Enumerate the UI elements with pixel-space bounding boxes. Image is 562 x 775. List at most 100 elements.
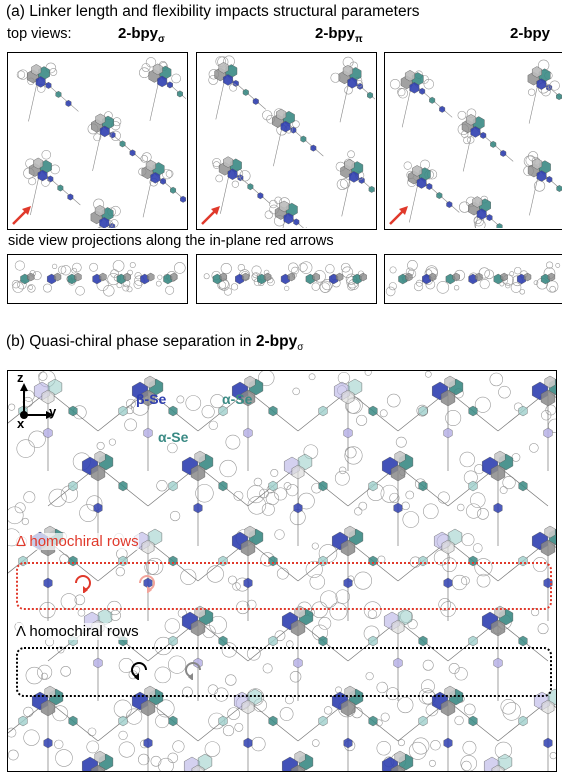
ligand-ring	[309, 574, 325, 590]
linker-ring	[310, 144, 317, 152]
ligand-ring	[438, 598, 452, 611]
metal-cluster	[90, 764, 106, 771]
ligand-ring	[11, 280, 21, 289]
linker-ring	[436, 192, 443, 199]
ligand-ring	[467, 136, 475, 144]
ligand-ring	[462, 740, 477, 755]
ligand-ring	[225, 434, 241, 450]
ligand-ring	[549, 751, 556, 760]
ligand-ring	[356, 414, 368, 426]
linker-ring	[468, 405, 478, 417]
ligand-ring	[43, 283, 52, 293]
ligand-ring	[457, 503, 465, 512]
linker-ring	[268, 715, 278, 727]
ligand-ring	[274, 196, 282, 205]
linker-ring	[257, 192, 264, 200]
ligand-ring	[489, 372, 504, 387]
metal-cluster	[283, 212, 294, 225]
panel-name-sigma: 2-bpyσ	[118, 25, 165, 45]
top-view-plain	[384, 52, 562, 230]
metal-cluster	[90, 464, 106, 482]
metal-cluster	[347, 77, 358, 89]
ligand-ring	[8, 506, 24, 525]
linker-ring	[68, 405, 78, 417]
ligand-ring	[259, 488, 269, 499]
side-view-sigma	[7, 254, 188, 304]
linker-ring	[443, 427, 453, 439]
ligand-ring	[298, 492, 315, 510]
top-views-label: top views:	[7, 26, 72, 42]
metal-cluster	[147, 528, 163, 546]
side-cluster	[359, 272, 367, 282]
ligand-ring	[41, 149, 52, 160]
metal-cluster	[94, 750, 106, 764]
ligand-ring	[264, 210, 274, 219]
ligand-ring	[416, 404, 429, 417]
linker-ring	[367, 91, 374, 99]
linker-ring	[518, 405, 528, 417]
ligand-ring	[110, 130, 121, 141]
metal-cluster	[218, 62, 229, 74]
red-arrow-icon	[201, 206, 220, 225]
linker-ring	[518, 635, 528, 647]
alpha-se-label-2: α-Se	[158, 429, 189, 445]
metal-cluster	[244, 525, 256, 539]
ligand-ring	[474, 219, 486, 228]
ligand-ring	[167, 752, 179, 764]
ligand-ring	[466, 503, 482, 519]
ligand-ring	[118, 730, 128, 741]
ligand-ring	[339, 178, 351, 189]
ligand-ring	[112, 260, 125, 272]
ligand-ring	[96, 441, 105, 450]
ligand-ring	[311, 542, 319, 550]
ligand-ring	[8, 749, 19, 761]
ligand-ring	[165, 169, 174, 178]
ligand-ring	[502, 702, 521, 721]
ligand-ring	[548, 418, 556, 433]
ligand-ring	[454, 715, 464, 726]
ligand-ring	[289, 670, 302, 683]
linker-ring	[368, 185, 375, 193]
metal-cluster	[541, 699, 555, 715]
linker-ring	[218, 405, 228, 417]
linker-ring	[468, 715, 478, 727]
ligand-ring	[21, 517, 29, 526]
panel-name-plain: 2-bpy	[510, 25, 550, 42]
ligand-ring	[144, 560, 159, 575]
ligand-ring	[232, 582, 241, 591]
metal-cluster	[197, 753, 213, 771]
ligand-ring	[23, 491, 36, 504]
metal-cluster	[416, 177, 427, 189]
ligand-ring	[395, 436, 407, 448]
metal-cluster	[40, 699, 56, 717]
ligand-ring	[347, 150, 355, 159]
metal-cluster	[544, 525, 556, 539]
rotation-lambda-icon	[131, 662, 147, 680]
linker-ring	[43, 737, 53, 749]
ligand-ring	[533, 280, 539, 286]
metal-cluster	[397, 608, 413, 626]
metal-cluster	[280, 120, 291, 133]
ligand-ring	[436, 281, 450, 294]
metal-cluster	[390, 764, 406, 771]
metal-cluster	[241, 699, 255, 715]
linker-ring	[43, 427, 53, 439]
ligand-ring	[220, 262, 232, 275]
ligand-ring	[154, 636, 173, 656]
ligand-ring	[533, 180, 546, 192]
metal-cluster	[490, 619, 506, 637]
ligand-ring	[208, 75, 219, 85]
ligand-ring	[344, 446, 357, 459]
ligand-ring	[71, 267, 78, 274]
metal-cluster	[491, 764, 505, 771]
linker-ring	[168, 480, 178, 492]
lambda-rows-label: Λ homochiral rows	[16, 623, 139, 640]
linker-ring	[439, 105, 446, 113]
panel-a-heading: (a) Linker length and flexibility impact…	[6, 3, 420, 20]
panel-name-text: 2-bpy	[118, 25, 159, 42]
ligand-ring	[48, 488, 67, 507]
ligand-ring	[14, 502, 26, 514]
metal-cluster	[540, 389, 556, 407]
alpha-se-label-1: α-Se	[222, 391, 253, 407]
linker-ring	[18, 715, 28, 727]
